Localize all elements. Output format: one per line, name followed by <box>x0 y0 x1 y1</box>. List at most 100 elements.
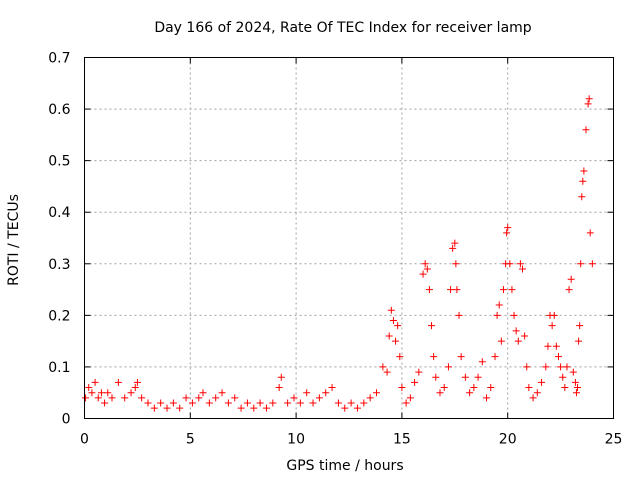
y-tick-label: 0.4 <box>48 205 70 221</box>
data-point <box>544 342 552 350</box>
data-point <box>94 394 102 402</box>
data-point <box>425 286 433 294</box>
data-point <box>516 260 524 268</box>
data-point <box>398 384 406 392</box>
data-point <box>88 389 96 397</box>
data-point <box>421 260 429 268</box>
data-point <box>529 394 537 402</box>
data-point <box>176 404 184 412</box>
data-point <box>572 389 580 397</box>
data-point <box>538 378 546 386</box>
y-axis-label: ROTI / TECUs <box>6 194 22 286</box>
data-point <box>303 389 311 397</box>
data-point <box>457 353 465 361</box>
data-point <box>580 167 588 175</box>
data-point <box>554 353 562 361</box>
x-tick-label: 15 <box>393 432 411 448</box>
data-point <box>578 193 586 201</box>
data-point <box>514 337 522 345</box>
data-point <box>548 322 556 330</box>
data-point <box>347 399 355 407</box>
data-point <box>483 394 491 402</box>
data-point <box>497 337 505 345</box>
data-point <box>121 394 129 402</box>
data-point <box>82 394 90 402</box>
data-point <box>97 389 105 397</box>
data-point <box>436 389 444 397</box>
y-tick-label: 0.3 <box>48 257 70 273</box>
data-point <box>533 389 541 397</box>
data-point <box>523 363 531 371</box>
data-point <box>452 260 460 268</box>
data-point <box>275 384 283 392</box>
data-point <box>127 389 135 397</box>
data-point <box>315 394 323 402</box>
data-point <box>559 373 567 381</box>
data-point <box>402 399 410 407</box>
data-point <box>379 363 387 371</box>
data-point <box>85 384 93 392</box>
x-tick-label: 5 <box>186 432 195 448</box>
y-tick-labels: 0 0.1 0.2 0.3 0.4 0.5 0.6 0.7 <box>48 51 70 428</box>
data-point <box>419 270 427 278</box>
data-point <box>383 368 391 376</box>
data-point <box>150 404 158 412</box>
data-point <box>430 353 438 361</box>
data-point <box>552 342 560 350</box>
data-point <box>212 394 220 402</box>
data-point <box>579 177 587 185</box>
data-point <box>474 373 482 381</box>
data-point <box>218 389 226 397</box>
data-point <box>322 389 330 397</box>
data-point <box>542 363 550 371</box>
data-point <box>269 399 277 407</box>
data-point <box>478 358 486 366</box>
data-point <box>423 265 431 273</box>
data-point <box>440 384 448 392</box>
data-point <box>309 399 317 407</box>
data-point <box>584 100 592 108</box>
y-tick-label: 0 <box>62 412 71 428</box>
data-point <box>256 399 264 407</box>
data-point <box>114 378 122 386</box>
data-point <box>510 311 518 319</box>
data-point <box>461 373 469 381</box>
data-point <box>290 394 298 402</box>
data-point <box>144 399 152 407</box>
data-point <box>447 286 455 294</box>
axis-ticks <box>84 57 614 419</box>
data-point <box>557 363 565 371</box>
y-tick-label: 0.6 <box>48 102 70 118</box>
data-point <box>567 275 575 283</box>
data-point <box>453 286 461 294</box>
x-tick-label: 25 <box>605 432 623 448</box>
data-point <box>525 384 533 392</box>
data-point <box>277 373 285 381</box>
data-point <box>550 311 558 319</box>
data-point <box>521 332 529 340</box>
data-point <box>188 399 196 407</box>
data-point <box>334 399 342 407</box>
data-point <box>575 337 583 345</box>
data-point <box>394 322 402 330</box>
data-point <box>237 404 245 412</box>
data-point <box>104 389 112 397</box>
data-point <box>138 394 146 402</box>
data-point <box>415 368 423 376</box>
data-point <box>571 378 579 386</box>
data-point <box>519 265 527 273</box>
data-point <box>428 322 436 330</box>
data-point <box>585 95 593 103</box>
data-point <box>406 394 414 402</box>
data-point <box>389 317 397 325</box>
data-point <box>508 286 516 294</box>
data-point <box>495 301 503 309</box>
data-point <box>360 399 368 407</box>
data-point <box>493 311 501 319</box>
data-point <box>328 384 336 392</box>
data-point <box>385 332 393 340</box>
data-point <box>432 373 440 381</box>
data-point <box>195 394 203 402</box>
data-point <box>470 384 478 392</box>
